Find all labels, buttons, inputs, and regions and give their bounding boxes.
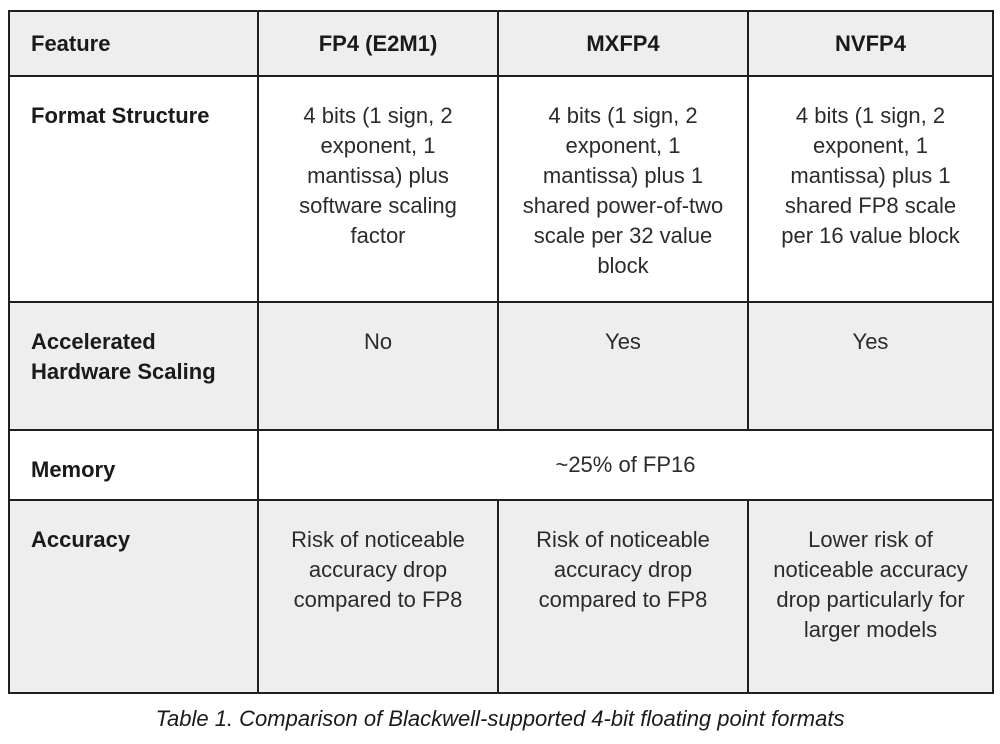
- cell-accuracy-mxfp4: Risk of noticeable accuracy drop compare…: [497, 499, 749, 694]
- table-header-row: Feature FP4 (E2M1) MXFP4 NVFP4: [8, 10, 994, 77]
- cell-hw-scaling-mxfp4: Yes: [497, 301, 749, 431]
- cell-memory-all-formats: ~25% of FP16: [257, 429, 994, 501]
- cell-format-structure-nvfp4: 4 bits (1 sign, 2 exponent, 1 mantissa) …: [747, 75, 994, 303]
- cell-format-structure-fp4: 4 bits (1 sign, 2 exponent, 1 mantissa) …: [257, 75, 499, 303]
- cell-accuracy-nvfp4: Lower risk of noticeable accuracy drop p…: [747, 499, 994, 694]
- table-row-memory: Memory ~25% of FP16: [8, 429, 994, 501]
- cell-format-structure-mxfp4: 4 bits (1 sign, 2 exponent, 1 mantissa) …: [497, 75, 749, 303]
- table-caption: Table 1. Comparison of Blackwell-support…: [155, 706, 845, 731]
- table-row-format-structure: Format Structure 4 bits (1 sign, 2 expon…: [8, 75, 994, 303]
- table-row-accuracy: Accuracy Risk of noticeable accuracy dro…: [8, 499, 994, 694]
- row-label-accuracy: Accuracy: [8, 499, 259, 694]
- row-label-format-structure: Format Structure: [8, 75, 259, 303]
- column-header-nvfp4: NVFP4: [747, 10, 994, 77]
- cell-hw-scaling-fp4: No: [257, 301, 499, 431]
- column-header-mxfp4: MXFP4: [497, 10, 749, 77]
- column-header-fp4-e2m1: FP4 (E2M1): [257, 10, 499, 77]
- cell-accuracy-fp4: Risk of noticeable accuracy drop compare…: [257, 499, 499, 694]
- row-label-accelerated-hardware-scaling: Accelerated Hardware Scaling: [8, 301, 259, 431]
- column-header-feature: Feature: [8, 10, 259, 77]
- row-label-memory: Memory: [8, 429, 259, 501]
- table-row-accelerated-hardware-scaling: Accelerated Hardware Scaling No Yes Yes: [8, 301, 994, 431]
- format-comparison-table: Feature FP4 (E2M1) MXFP4 NVFP4 Format St…: [8, 10, 994, 694]
- cell-hw-scaling-nvfp4: Yes: [747, 301, 994, 431]
